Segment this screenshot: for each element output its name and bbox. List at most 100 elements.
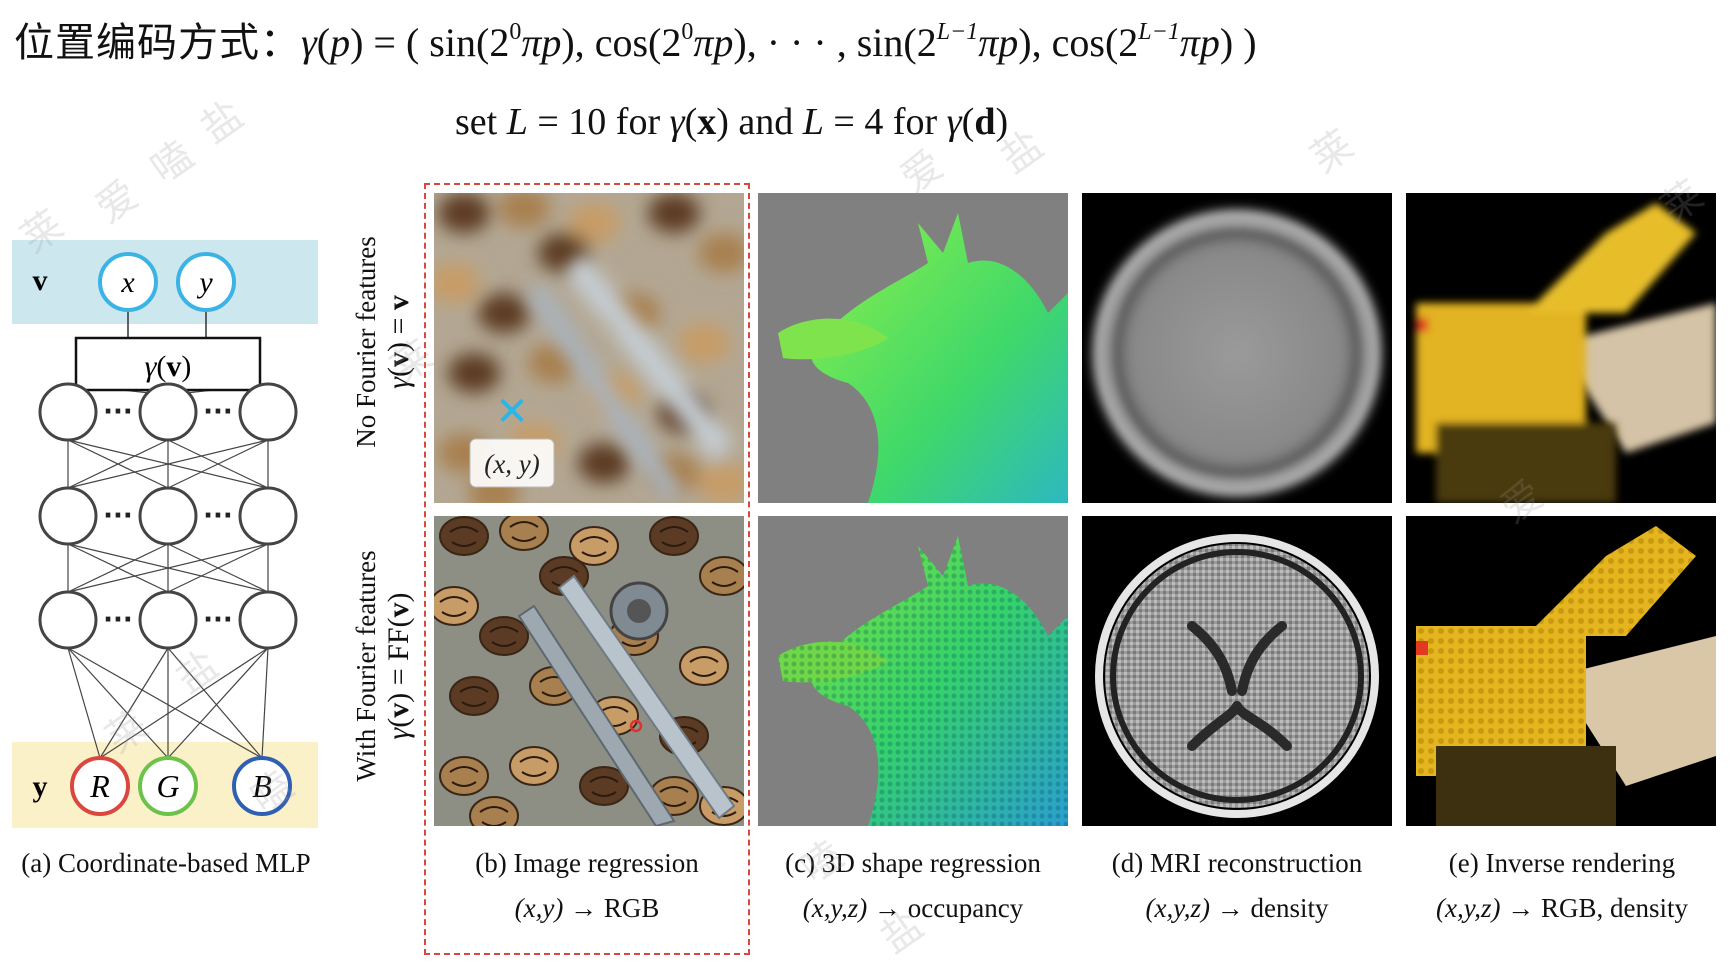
caption-e: (e) Inverse rendering (x,y,z) → RGB, den… — [1436, 848, 1688, 923]
hidden-node — [138, 486, 198, 546]
exponent-zero: 0 — [509, 19, 522, 46]
output-node — [232, 756, 292, 816]
caption-d-input: (x,y,z) — [1145, 893, 1210, 923]
sin-term: sin — [856, 20, 904, 65]
base-two: 2 — [661, 20, 682, 65]
p-var: p — [1199, 20, 1220, 65]
equals-ten: = 10 — [527, 101, 616, 143]
watermark-glyph: 嗑 — [142, 131, 202, 193]
input-node-label: x — [120, 266, 135, 299]
nut — [679, 646, 729, 686]
caption-c-input: (x,y,z) — [802, 893, 868, 923]
caption-c-output: occupancy — [907, 893, 1024, 923]
hidden-node — [38, 590, 98, 650]
caption-b: (b) Image regression (x,y) → RGB — [475, 848, 699, 923]
nut — [699, 556, 744, 596]
image-regression-no-ff: ✕ (x, y) — [434, 193, 744, 503]
p-var: p — [998, 20, 1019, 65]
base-two: 2 — [916, 20, 937, 65]
cos-term: cos — [1051, 20, 1105, 65]
caption-c: (c) 3D shape regression (x,y,z) → occupa… — [785, 848, 1041, 923]
hidden-node — [38, 486, 98, 546]
output-node-label: R — [89, 768, 110, 804]
input-node — [176, 252, 236, 312]
row-label-with-fourier-title: With Fourier features — [351, 550, 381, 782]
mri-with-ff — [1082, 516, 1392, 826]
nut — [499, 516, 549, 551]
l-var: L — [506, 101, 528, 143]
base-two: 2 — [489, 20, 510, 65]
row-label-no-fourier: No Fourier features γ(v) = v — [351, 192, 421, 492]
pi-symbol: π — [521, 20, 542, 65]
nut — [569, 526, 619, 566]
sample-point-marker: ✕ — [495, 389, 529, 435]
formula-variable: p — [330, 20, 351, 65]
caption-e-title: (e) Inverse rendering — [1448, 848, 1676, 878]
point-label-box — [469, 438, 555, 488]
encoding-box-label: γ(v) — [145, 350, 192, 383]
d-vector: d — [974, 101, 996, 143]
pi-symbol: π — [978, 20, 999, 65]
for-word: for — [615, 101, 661, 143]
pi-symbol: π — [1179, 20, 1200, 65]
output-node — [70, 756, 130, 816]
nut — [434, 586, 479, 626]
and-word: and — [738, 101, 794, 143]
hidden-node — [238, 382, 298, 442]
output-node — [138, 756, 198, 816]
image-regression-highlight — [424, 183, 750, 955]
input-label: v — [33, 264, 48, 297]
watermark-glyph: 爱 — [87, 171, 147, 233]
hidden-layer-ellipsis: ··· — [203, 501, 233, 531]
row-label-no-fourier-title: No Fourier features — [351, 236, 381, 448]
ellipsis: · · · — [766, 20, 827, 65]
p-var: p — [713, 20, 734, 65]
input-node — [98, 252, 158, 312]
exponent-l: L−1 — [936, 19, 979, 46]
caption-b-output: RGB — [603, 893, 660, 923]
point-label: (x, y) — [484, 449, 539, 479]
base-two: 2 — [1118, 20, 1139, 65]
hidden-layer-ellipsis: ··· — [203, 397, 233, 427]
hidden-layer-ellipsis: ··· — [103, 501, 133, 531]
input-band — [12, 240, 318, 324]
image-regression-with-ff — [434, 516, 744, 826]
caption-b-title: (b) Image regression — [475, 848, 699, 878]
nut — [649, 516, 699, 556]
shape-regression-no-ff — [758, 193, 1068, 503]
output-label: y — [33, 770, 48, 803]
hidden-layer-ellipsis: ··· — [203, 605, 233, 635]
hidden-node — [238, 486, 298, 546]
hidden-nodes: ··· ··· ··· ··· ··· ··· — [38, 382, 298, 650]
output-node-label: G — [156, 768, 179, 804]
caption-e-input: (x,y,z) — [1436, 893, 1501, 923]
caption-e-output: RGB, density — [1540, 893, 1688, 923]
nut — [439, 516, 489, 556]
sin-term: sin — [429, 20, 476, 65]
watermark-glyph: 莱 — [1302, 121, 1362, 183]
caption-a-title: (a) Coordinate-based MLP — [21, 848, 311, 878]
exponent-zero: 0 — [681, 19, 694, 46]
gamma-symbol: γ — [301, 20, 317, 65]
caption-d: (d) MRI reconstruction (x,y,z) → density — [1111, 848, 1363, 923]
hidden-layer-ellipsis: ··· — [103, 397, 133, 427]
inverse-render-no-ff — [1406, 193, 1716, 503]
input-node-label: y — [196, 266, 213, 299]
hidden-node — [138, 590, 198, 650]
caption-a: (a) Coordinate-based MLP — [0, 848, 332, 879]
hidden-node — [38, 382, 98, 442]
for-word: for — [892, 101, 938, 143]
nut — [439, 756, 489, 796]
caption-d-title: (d) MRI reconstruction — [1111, 848, 1363, 878]
nut — [579, 766, 629, 806]
caption-c-title: (c) 3D shape regression — [785, 848, 1041, 878]
l-var: L — [802, 101, 824, 143]
cos-term: cos — [594, 20, 649, 65]
positional-encoding-formula: 位置编码方式：γ(p) = ( sin(20πp), cos(20πp), · … — [14, 19, 1257, 66]
formula-prefix: 位置编码方式： — [14, 20, 301, 66]
nut — [509, 746, 559, 786]
caption-b-input: (x,y) — [514, 893, 564, 923]
